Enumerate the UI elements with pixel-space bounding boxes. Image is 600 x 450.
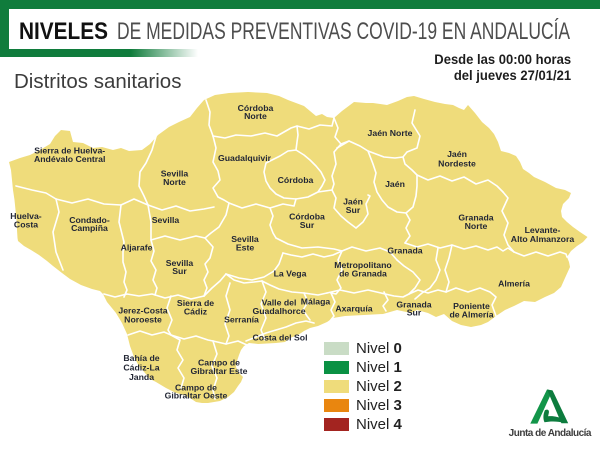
svg-text:Jaén: Jaén [447, 149, 467, 159]
svg-text:Jerez-Costa: Jerez-Costa [118, 306, 167, 316]
svg-text:Granada: Granada [458, 213, 493, 223]
svg-text:Campiña: Campiña [71, 223, 108, 233]
svg-text:Norte: Norte [163, 177, 186, 187]
svg-text:Guadalquivir: Guadalquivir [218, 153, 272, 163]
svg-text:Sevilla: Sevilla [231, 234, 259, 244]
svg-text:Alto Almanzora: Alto Almanzora [511, 234, 575, 244]
svg-text:Norte: Norte [465, 221, 488, 231]
svg-text:Campo de: Campo de [175, 383, 217, 393]
svg-text:La Vega: La Vega [274, 269, 307, 279]
svg-text:Condado-: Condado- [69, 215, 110, 225]
svg-text:Janda: Janda [129, 372, 154, 382]
svg-text:Valle del: Valle del [262, 298, 297, 308]
svg-text:Gibraltar Este: Gibraltar Este [191, 366, 248, 376]
svg-text:Jaén Norte: Jaén Norte [368, 128, 413, 138]
svg-text:Sevilla: Sevilla [152, 215, 180, 225]
svg-text:Norte: Norte [244, 111, 267, 121]
svg-text:de Almería: de Almería [449, 310, 493, 320]
svg-text:Sur: Sur [407, 308, 422, 318]
svg-text:Sierra de: Sierra de [177, 298, 214, 308]
svg-text:Este: Este [236, 243, 255, 253]
svg-text:Aljarafe: Aljarafe [121, 243, 153, 253]
svg-text:Noroeste: Noroeste [124, 315, 162, 325]
svg-text:Andévalo Central: Andévalo Central [34, 154, 105, 164]
svg-text:Málaga: Málaga [301, 297, 331, 307]
svg-text:Granada: Granada [396, 300, 431, 310]
svg-text:Sierra de Huelva-: Sierra de Huelva- [34, 146, 105, 156]
svg-text:Cádiz-La: Cádiz-La [123, 363, 159, 373]
svg-text:Nordeste: Nordeste [438, 159, 476, 169]
svg-text:Poniente: Poniente [453, 301, 490, 311]
svg-text:Sevilla: Sevilla [161, 169, 189, 179]
svg-text:Jaén: Jaén [343, 197, 363, 207]
svg-text:Metropolitano: Metropolitano [334, 260, 391, 270]
svg-text:Córdoba: Córdoba [278, 175, 314, 185]
svg-text:Almería: Almería [498, 279, 530, 289]
svg-text:Levante-: Levante- [525, 225, 561, 235]
svg-text:Cádiz: Cádiz [184, 307, 208, 317]
svg-text:Sur: Sur [300, 220, 315, 230]
svg-text:Axarquía: Axarquía [335, 304, 372, 314]
svg-text:Huelva-: Huelva- [10, 211, 41, 221]
svg-text:Sevilla: Sevilla [166, 258, 194, 268]
svg-text:Córdoba: Córdoba [289, 212, 325, 222]
svg-text:Jaén: Jaén [385, 179, 405, 189]
svg-text:Sur: Sur [346, 205, 361, 215]
svg-text:Granada: Granada [387, 246, 422, 256]
svg-text:Sur: Sur [172, 266, 187, 276]
svg-text:Córdoba: Córdoba [238, 103, 274, 113]
svg-text:de Granada: de Granada [339, 269, 387, 279]
svg-text:Guadalhorce: Guadalhorce [252, 306, 305, 316]
svg-text:Campo de: Campo de [198, 358, 240, 368]
svg-text:Costa del Sol: Costa del Sol [252, 333, 307, 343]
svg-text:Costa: Costa [14, 220, 38, 230]
svg-text:Bahía de: Bahía de [123, 353, 159, 363]
svg-text:Serranía: Serranía [224, 315, 259, 325]
svg-text:Gibraltar Oeste: Gibraltar Oeste [165, 391, 228, 401]
